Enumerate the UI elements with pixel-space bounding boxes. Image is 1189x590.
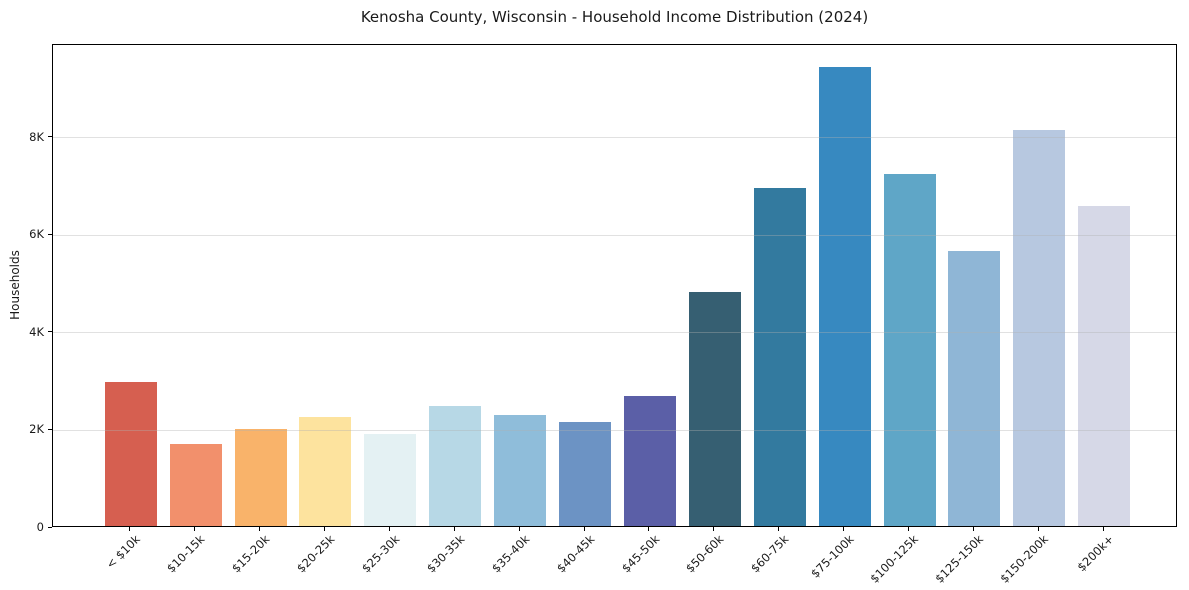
x-tick-label: $75-100k <box>807 532 857 581</box>
x-tick-mark <box>388 527 390 531</box>
x-tick-label: $150-200k <box>997 532 1052 586</box>
x-tick-mark <box>1102 527 1104 531</box>
x-tick-mark <box>843 527 845 531</box>
x-tick-label: $200k+ <box>1073 532 1117 575</box>
x-tick-mark <box>259 527 260 531</box>
bar-< $10k <box>104 382 157 526</box>
x-tick-label: $40-45k <box>553 532 597 576</box>
y-tick-mark <box>48 526 52 528</box>
x-tick-mark <box>453 527 455 531</box>
y-tick-mark <box>48 331 52 333</box>
bar-$30-35k <box>429 405 482 526</box>
x-tick-mark <box>583 527 585 531</box>
x-tick-mark <box>713 527 715 531</box>
y-tick-mark <box>48 428 52 430</box>
x-tick-mark <box>648 527 650 531</box>
x-tick-mark <box>908 527 909 531</box>
x-tick-mark <box>972 527 974 531</box>
x-tick-mark <box>778 527 780 531</box>
chart-title: Kenosha County, Wisconsin - Household In… <box>360 8 869 26</box>
y-tick-mark <box>48 136 52 138</box>
gridline-4K <box>53 332 1176 334</box>
bar-$15-20k <box>234 428 287 526</box>
bar-$75-100k <box>818 67 871 526</box>
x-tick-mark <box>323 527 325 531</box>
x-tick-label: $20-25k <box>293 532 338 576</box>
y-tick-label: 2K <box>29 422 44 437</box>
x-tick-label: $25-30k <box>358 532 403 576</box>
gridline-6K <box>53 234 1176 236</box>
x-tick-label: $45-50k <box>618 532 662 576</box>
x-tick-label: < $10k <box>103 532 143 572</box>
plot-area <box>52 44 1177 527</box>
x-tick-label: $35-40k <box>488 532 533 576</box>
x-tick-label: $125-150k <box>932 532 987 586</box>
bar-$20-25k <box>299 417 352 526</box>
bar-$200k+ <box>1078 206 1131 526</box>
y-tick-label: 6K <box>29 227 44 242</box>
bar-$50-60k <box>688 291 741 526</box>
gridline-8K <box>53 137 1176 139</box>
bar-$35-40k <box>494 414 547 526</box>
gridline-2K <box>53 429 1176 431</box>
x-tick-mark <box>194 527 196 531</box>
y-axis-label: Households <box>8 250 22 320</box>
x-tick-label: $30-35k <box>423 532 468 576</box>
x-tick-mark <box>1037 527 1039 531</box>
x-tick-label: $100-125k <box>867 532 922 586</box>
bar-$100-125k <box>883 173 936 526</box>
y-tick-label: 8K <box>29 129 44 144</box>
x-tick-label: $10-15k <box>164 532 208 576</box>
y-tick-mark <box>48 233 52 235</box>
y-tick-label: 4K <box>29 324 44 339</box>
x-tick-mark <box>129 527 131 531</box>
bar-$60-75k <box>753 187 806 526</box>
y-tick-label: 0 <box>36 520 44 534</box>
bar-$150-200k <box>1013 130 1066 526</box>
bar-$125-150k <box>948 250 1001 526</box>
x-tick-label: $60-75k <box>748 532 792 576</box>
bar-$10-15k <box>169 444 222 526</box>
x-tick-mark <box>518 527 520 531</box>
bar-$25-30k <box>364 433 417 526</box>
bar-$45-50k <box>623 396 676 526</box>
x-tick-label: $50-60k <box>683 532 727 576</box>
bar-$40-45k <box>559 422 611 526</box>
x-tick-label: $15-20k <box>228 532 273 576</box>
